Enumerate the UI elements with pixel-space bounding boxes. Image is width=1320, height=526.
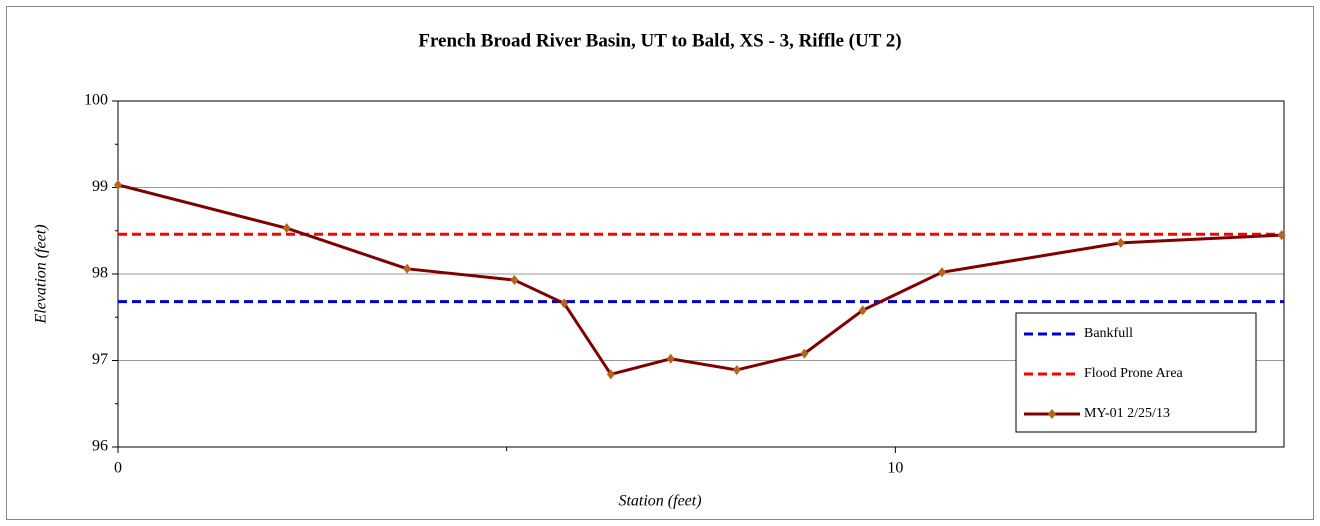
data-point (606, 369, 615, 380)
data-point (403, 263, 412, 274)
y-tick-label: 100 (84, 92, 108, 109)
data-point (560, 298, 569, 309)
data-point (858, 305, 867, 316)
data-point (1277, 230, 1286, 241)
chart-title: French Broad River Basin, UT to Bald, XS… (418, 30, 901, 51)
y-axis-label: Elevation (feet) (33, 224, 50, 324)
data-point (510, 275, 519, 286)
plot-frame (117, 100, 1285, 448)
legend-label: Bankfull (1084, 326, 1133, 341)
data-point (114, 179, 122, 190)
legend-label: Flood Prone Area (1084, 366, 1184, 381)
y-tick-label: 96 (92, 438, 108, 455)
x-tick-label: 0 (114, 460, 122, 477)
y-tick-label: 98 (92, 265, 108, 282)
legend-marker (1048, 409, 1056, 419)
y-tick-label: 97 (92, 351, 108, 368)
data-point (732, 365, 741, 376)
data-point (666, 353, 675, 364)
data-point (282, 223, 291, 234)
data-point (1116, 237, 1125, 248)
chart-border (6, 6, 1314, 520)
x-tick-label: 10 (887, 460, 903, 477)
data-point (937, 267, 946, 278)
data-point (800, 348, 809, 359)
legend-label: MY-01 2/25/13 (1084, 406, 1170, 421)
y-tick-label: 99 (92, 178, 108, 195)
x-axis-label: Station (feet) (618, 493, 701, 510)
